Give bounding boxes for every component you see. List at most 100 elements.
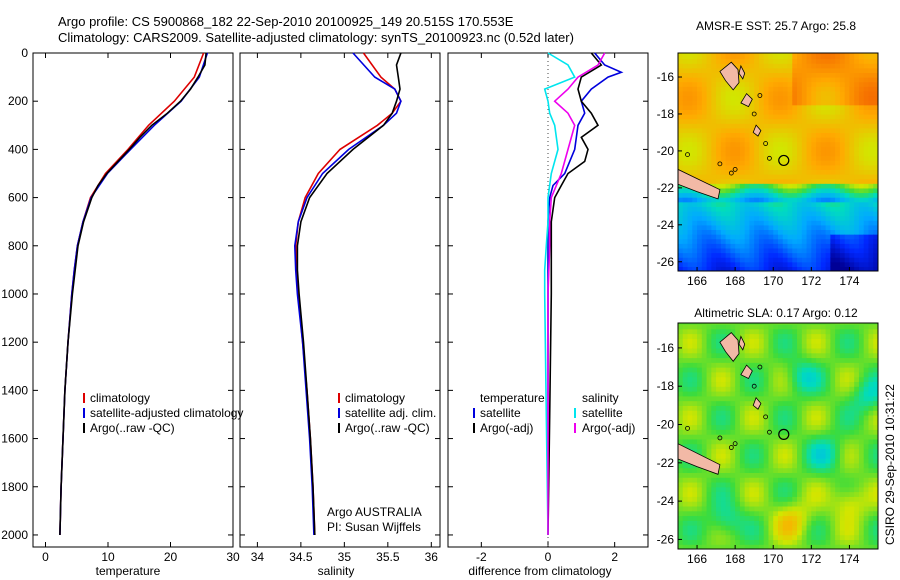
map-cell (858, 113, 865, 120)
map-cell (797, 376, 803, 383)
map-cell (706, 477, 712, 483)
map-cell (820, 238, 827, 244)
map-cell (816, 539, 822, 545)
map-cell (697, 109, 703, 115)
map-cell (697, 150, 703, 157)
map-cell (768, 266, 774, 271)
map-cell (816, 113, 822, 120)
map-cell (758, 520, 765, 526)
map-cell (768, 371, 774, 378)
map-cell (725, 434, 731, 440)
map-cell (763, 501, 770, 507)
map-cell (692, 544, 698, 549)
map-cell (716, 453, 722, 459)
map-cell (711, 53, 717, 55)
map-cell (816, 192, 822, 198)
map-cell (697, 472, 703, 478)
map-cell (735, 146, 741, 152)
map-cell (758, 104, 765, 110)
map-cell (801, 352, 808, 359)
map-cell (697, 192, 703, 198)
map-cell (687, 53, 693, 60)
map-x-tick-label: 166 (687, 552, 707, 566)
map-cell (849, 448, 855, 454)
map-cell (873, 67, 878, 73)
map-cell (720, 247, 727, 254)
map-cell (801, 434, 808, 440)
map-cell (730, 419, 736, 426)
map-cell (787, 496, 793, 502)
island-landmass (740, 364, 753, 380)
map-cell (763, 90, 770, 97)
map-cell (758, 390, 765, 397)
map-cell (849, 434, 855, 440)
map-cell (782, 234, 789, 240)
map-cell (692, 77, 698, 83)
map-cell (801, 132, 808, 138)
map-cell (706, 410, 712, 416)
map-cell (725, 525, 731, 531)
map-cell (744, 53, 751, 55)
series-line (543, 52, 576, 536)
map-cell (678, 72, 684, 78)
map-cell (735, 53, 741, 55)
map-cell (820, 472, 827, 478)
map-cell (749, 448, 755, 454)
map-cell (720, 448, 727, 454)
map-cell (697, 323, 703, 325)
map-cell (792, 501, 798, 507)
map-cell (730, 197, 736, 203)
map-cell (720, 77, 727, 83)
map-cell (778, 58, 784, 64)
map-cell (868, 197, 874, 203)
map-cell (873, 164, 878, 170)
map-cell (701, 81, 708, 87)
map-cell (749, 118, 755, 124)
map-cell (778, 90, 784, 97)
map-cell (706, 247, 712, 254)
map-cell (773, 525, 779, 531)
map-cell (725, 141, 731, 147)
map-cell (778, 323, 784, 330)
map-cell (782, 400, 789, 406)
map-cell (678, 410, 684, 416)
small-island (751, 111, 757, 117)
map-cell (830, 261, 836, 267)
map-cell (739, 247, 746, 254)
map-cell (763, 544, 770, 549)
map-cell (844, 86, 851, 92)
map-cell (687, 95, 693, 101)
map-cell (806, 252, 812, 258)
map-cell (849, 510, 855, 517)
map-cell (678, 333, 684, 339)
map-cell (806, 58, 812, 64)
map-cell (811, 501, 817, 507)
map-cell (797, 220, 803, 226)
map-cell (678, 515, 684, 521)
map-cell (806, 520, 812, 526)
map-cell (763, 491, 770, 497)
map-cell (849, 386, 855, 392)
map-cell (820, 544, 827, 549)
map-cell (725, 467, 731, 473)
map-cell (825, 544, 831, 549)
map-cell (739, 123, 746, 129)
map-cell (792, 419, 798, 426)
map-cell (716, 458, 722, 464)
map-cell (682, 257, 689, 263)
map-cell (744, 127, 751, 134)
map-cell (792, 539, 798, 545)
map-cell (787, 192, 793, 198)
map-cell (720, 63, 727, 69)
map-cell (725, 501, 731, 507)
map-cell (797, 127, 803, 134)
map-cell (873, 137, 878, 143)
map-cell (787, 81, 793, 87)
map-cell (711, 323, 717, 325)
map-cell (725, 229, 731, 235)
map-cell (801, 86, 808, 92)
map-cell (720, 405, 727, 411)
map-cell (858, 266, 865, 271)
map-cell (682, 127, 689, 134)
map-cell (744, 63, 751, 69)
